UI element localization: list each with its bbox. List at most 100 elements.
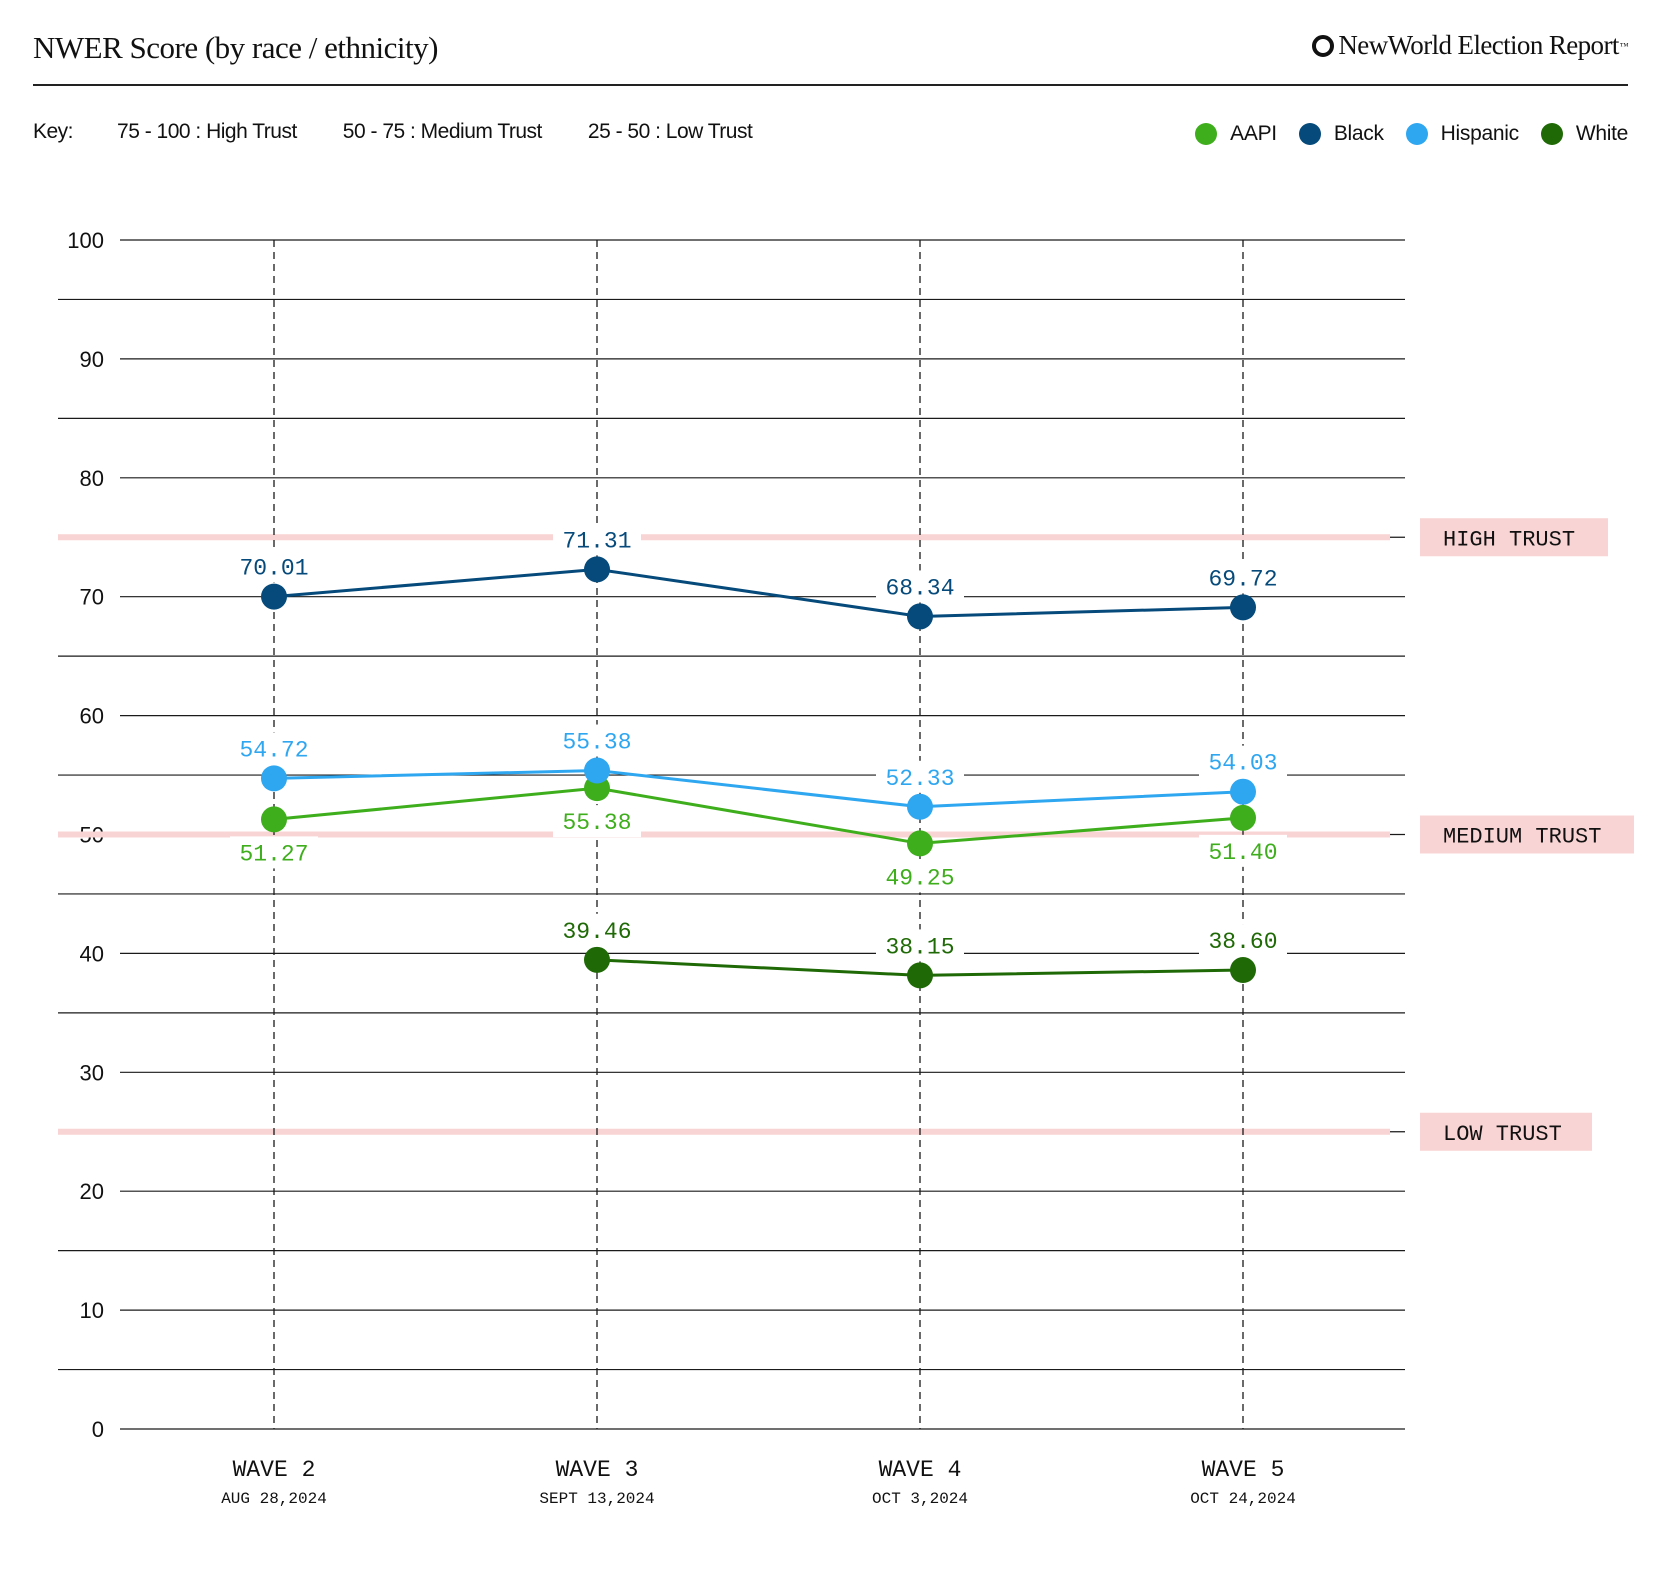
data-point-black [261,583,287,610]
data-point-aapi [261,806,287,833]
x-tick-label: WAVE 5 [1202,1457,1285,1483]
data-point-white [1230,957,1256,984]
y-tick-label: 20 [80,1179,104,1204]
threshold-chip [1420,815,1634,854]
data-label-bg [876,570,964,603]
threshold-label: HIGH TRUST [1443,527,1575,552]
data-label-white: 38.60 [1208,929,1277,955]
data-label-hispanic: 55.38 [562,730,631,756]
data-label-bg [553,913,641,946]
chart-title: NWER Score (by race / ethnicity) [33,30,438,65]
series-legend: AAPI Black Hispanic White [1173,122,1628,146]
data-label-black: 70.01 [239,556,308,582]
data-label-bg [1199,924,1287,957]
data-point-aapi [1230,804,1256,831]
threshold-chip [1420,1112,1592,1151]
legend-item-white: White [1540,122,1628,146]
data-label-aapi: 55.38 [562,810,631,836]
data-label-black: 68.34 [885,575,954,601]
threshold-label: LOW TRUST [1443,1122,1562,1147]
data-point-black [907,603,933,630]
legend-item-aapi: AAPI [1195,122,1277,146]
x-tick-date: SEPT 13,2024 [539,1490,654,1508]
data-label-hispanic: 52.33 [885,766,954,792]
x-tick-date: AUG 28,2024 [221,1490,327,1508]
y-tick-label: 10 [80,1298,104,1323]
key-item-high: 75 - 100 : High Trust [117,120,297,143]
data-point-hispanic [261,765,287,792]
y-tick-label: 90 [80,347,104,372]
x-tick-date: OCT 24,2024 [1190,1490,1296,1508]
legend-swatch-hispanic [1405,123,1428,145]
key-item-low: 25 - 50 : Low Trust [587,120,753,143]
legend-item-hispanic: Hispanic [1405,122,1519,146]
x-tick-label: WAVE 2 [233,1457,316,1483]
series-line-aapi [273,786,1244,845]
legend-label-aapi: AAPI [1230,122,1277,145]
data-label-bg [553,805,641,838]
series-line-black [273,567,1244,618]
data-labels: 51.27 55.38 49.25 51.40 70.01 71.31 68.34 69.72… [230,523,1287,962]
legend-swatch-aapi [1195,123,1218,145]
data-point-black [1230,594,1256,621]
data-label-bg [230,550,318,583]
data-label-bg [876,860,964,893]
category-axis: WAVE 2 AUG 28,2024 WAVE 3 SEPT 13,2024 WAVE … [221,240,1296,1508]
key-label: Key: [33,120,74,143]
data-point-hispanic [1230,778,1256,805]
trust-thresholds: HIGH TRUST MEDIUM TRUST LOW TRUST [58,518,1634,1151]
y-tick-label: 80 [80,466,104,491]
data-label-aapi: 49.25 [885,865,954,891]
data-point-white [584,946,610,973]
data-label-aapi: 51.40 [1208,840,1277,866]
data-point-hispanic [584,757,610,784]
data-label-bg [1199,834,1287,867]
y-tick-label: 60 [80,704,104,729]
y-tick-label: 40 [80,941,104,966]
x-tick-label: WAVE 4 [879,1457,962,1483]
data-label-black: 69.72 [1208,566,1277,592]
brand-trademark: ™ [1619,40,1629,51]
data-point-aapi [907,830,933,857]
data-label-white: 39.46 [562,919,631,945]
data-label-black: 71.31 [562,528,631,554]
legend-item-black: Black [1298,122,1384,146]
y-tick-label: 30 [80,1060,104,1085]
y-tick-label: 100 [67,228,104,253]
data-label-bg [1199,561,1287,594]
legend-label-black: Black [1333,122,1384,145]
legend-swatch-black [1298,123,1321,145]
series-layer [261,556,1256,989]
data-label-bg [1199,745,1287,778]
brand-name: NewWorld Election Report [1338,30,1619,60]
chart-header: NWER Score (by race / ethnicity) NewWorl… [33,30,1629,86]
x-tick-date: OCT 3,2024 [872,1490,968,1508]
data-label-bg [553,523,641,556]
brand-ring-icon [1312,34,1335,57]
data-point-black [584,556,610,583]
brand-logo: NewWorld Election Report ™ [1312,30,1629,61]
trust-key: Key: 75 - 100 : High Trust 50 - 75 : Med… [33,120,798,144]
data-label-hispanic: 54.03 [1208,751,1277,777]
data-label-bg [553,724,641,757]
data-label-aapi: 51.27 [239,841,308,867]
data-label-bg [230,732,318,765]
y-tick-label: 0 [92,1417,104,1442]
threshold-label: MEDIUM TRUST [1443,825,1601,850]
data-label-bg [876,929,964,962]
data-point-white [907,962,933,989]
y-tick-label: 70 [80,585,104,610]
threshold-chip [1420,518,1608,557]
legend-label-white: White [1575,122,1628,145]
x-tick-label: WAVE 3 [556,1457,639,1483]
data-label-bg [876,760,964,793]
data-label-white: 38.15 [885,934,954,960]
legend-swatch-white [1540,123,1563,145]
legend-label-hispanic: Hispanic [1440,122,1519,145]
data-point-hispanic [907,793,933,820]
series-line-hispanic [273,769,1244,809]
data-label-hispanic: 54.72 [239,737,308,763]
data-label-bg [230,836,318,869]
key-item-medium: 50 - 75 : Medium Trust [342,120,543,143]
